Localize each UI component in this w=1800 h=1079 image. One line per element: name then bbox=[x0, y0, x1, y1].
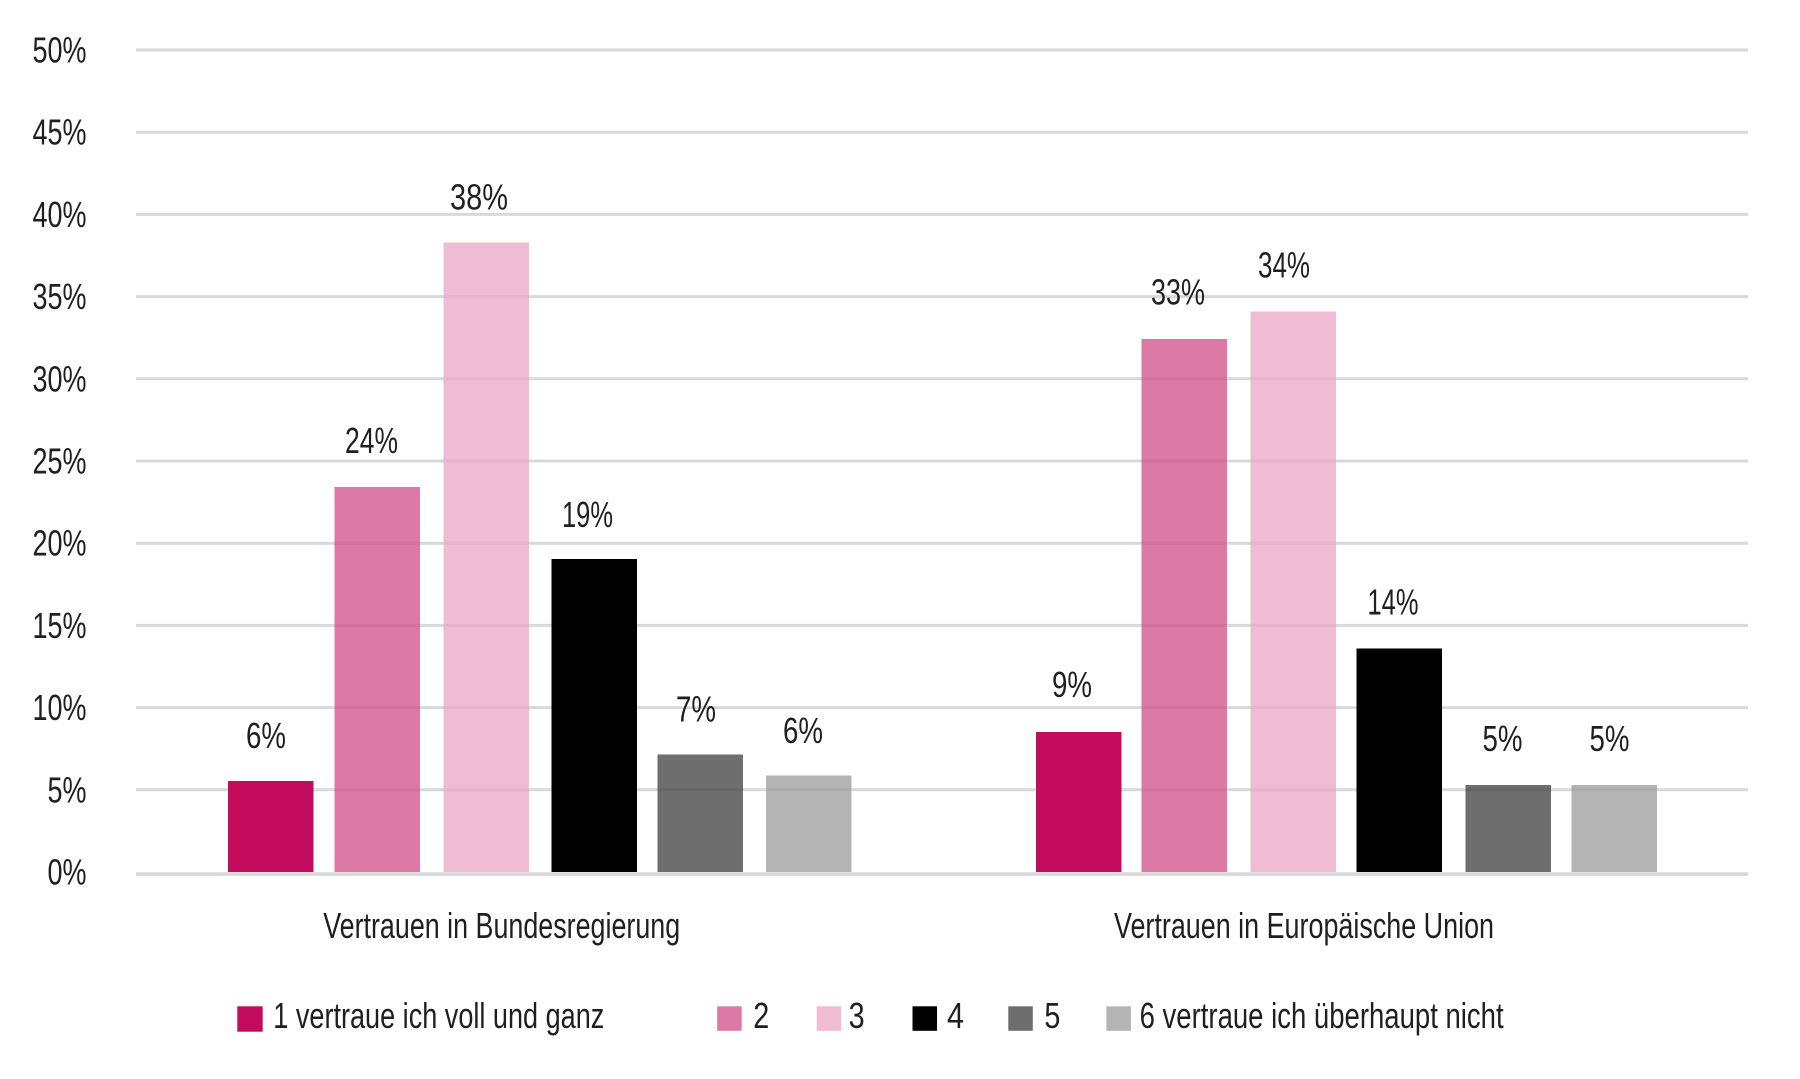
svg-text:40%: 40% bbox=[33, 194, 87, 235]
svg-text:6%: 6% bbox=[783, 710, 823, 751]
svg-text:5: 5 bbox=[1044, 995, 1060, 1036]
svg-text:45%: 45% bbox=[33, 112, 87, 153]
svg-text:5%: 5% bbox=[1590, 718, 1630, 759]
svg-text:19%: 19% bbox=[562, 494, 613, 535]
svg-text:7%: 7% bbox=[676, 689, 716, 730]
svg-text:9%: 9% bbox=[1052, 664, 1092, 705]
svg-text:35%: 35% bbox=[33, 276, 87, 317]
svg-text:50%: 50% bbox=[33, 30, 87, 71]
svg-text:6 vertraue ich überhaupt nicht: 6 vertraue ich überhaupt nicht bbox=[1140, 995, 1504, 1036]
svg-text:2: 2 bbox=[753, 995, 769, 1036]
svg-text:5%: 5% bbox=[1483, 718, 1523, 759]
svg-text:0%: 0% bbox=[48, 852, 87, 893]
svg-text:33%: 33% bbox=[1151, 272, 1205, 313]
svg-text:30%: 30% bbox=[33, 358, 87, 399]
svg-text:24%: 24% bbox=[345, 420, 398, 461]
svg-text:Vertrauen in Europäische Union: Vertrauen in Europäische Union bbox=[1114, 905, 1494, 946]
svg-text:3: 3 bbox=[849, 995, 865, 1036]
svg-text:25%: 25% bbox=[33, 441, 87, 482]
svg-text:34%: 34% bbox=[1258, 245, 1310, 286]
svg-text:5%: 5% bbox=[48, 769, 87, 810]
svg-text:20%: 20% bbox=[33, 523, 87, 564]
svg-text:Vertrauen in Bundesregierung: Vertrauen in Bundesregierung bbox=[323, 905, 680, 946]
svg-text:10%: 10% bbox=[33, 687, 87, 728]
svg-text:15%: 15% bbox=[33, 605, 87, 646]
svg-text:14%: 14% bbox=[1368, 582, 1419, 623]
svg-text:38%: 38% bbox=[450, 177, 508, 218]
svg-text:1 vertraue ich voll und ganz: 1 vertraue ich voll und ganz bbox=[273, 995, 604, 1036]
svg-text:6%: 6% bbox=[246, 715, 286, 756]
svg-text:4: 4 bbox=[947, 995, 964, 1036]
